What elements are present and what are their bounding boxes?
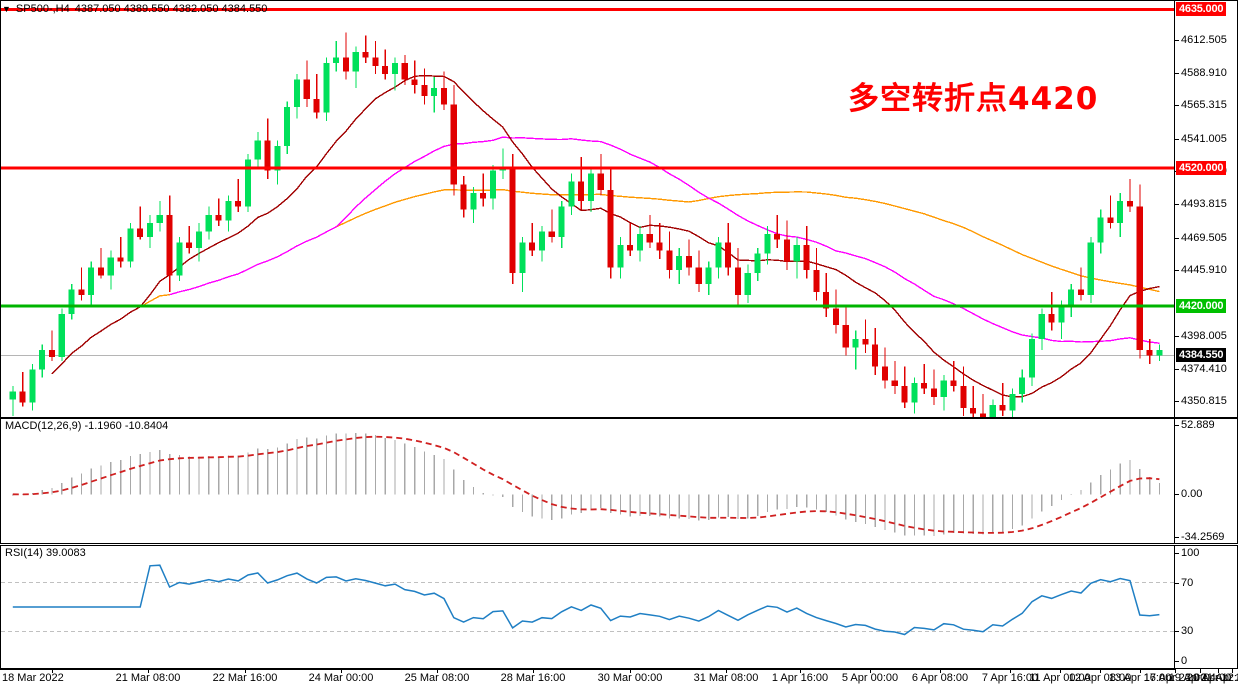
triangle-down-icon[interactable]: ▼ xyxy=(2,5,11,14)
time-tick-label: 31 Mar 08:00 xyxy=(694,672,759,684)
price-tick-label: 4469.505 xyxy=(1181,232,1227,244)
rsi-plot-area[interactable] xyxy=(1,546,1175,668)
macd-panel: MACD(12,26,9) -1.1960 -10.8404 52.889 0.0… xyxy=(0,418,1238,544)
macd-tickmark xyxy=(1175,494,1179,495)
price-tick-label: 4374.410 xyxy=(1181,363,1227,375)
price-tickmark xyxy=(1175,336,1179,337)
price-tickmark xyxy=(1175,204,1179,205)
rsi-tickmark xyxy=(1175,661,1179,662)
price-plot-area[interactable] xyxy=(1,1,1175,417)
price-tickmark xyxy=(1175,73,1179,74)
macd-tick-label: 52.889 xyxy=(1181,419,1215,431)
support-tag[interactable]: 4420.000 xyxy=(1176,299,1226,313)
rsi-tick-label: 0 xyxy=(1181,655,1187,667)
time-tick-label: 25 Mar 08:00 xyxy=(405,672,470,684)
macd-axis[interactable]: 52.889 0.00 -34.2569 xyxy=(1174,419,1237,543)
rsi-line xyxy=(13,565,1160,634)
time-axis-rule xyxy=(0,669,1176,670)
time-tick-label: 6 Apr 08:00 xyxy=(912,672,968,684)
price-axis[interactable]: 4612.5054588.9104565.3154541.0054517.410… xyxy=(1174,1,1237,417)
symbol-bar: ▼ SP500-,H4 4387.050 4389.550 4382.050 4… xyxy=(2,2,267,16)
price-tick-label: 4588.910 xyxy=(1181,67,1227,79)
symbol-label: SP500-,H4 xyxy=(16,3,70,15)
resistance-tag[interactable]: 4635.000 xyxy=(1176,2,1226,16)
last-price-tag[interactable]: 4384.550 xyxy=(1176,348,1226,362)
time-tick-label: 5 Apr 00:00 xyxy=(842,672,898,684)
time-tick-label: 30 Mar 00:00 xyxy=(598,672,663,684)
price-tickmark xyxy=(1175,369,1179,370)
rsi-caption: RSI(14) 39.0083 xyxy=(5,547,86,559)
rsi-panel: RSI(14) 39.0083 100 70 30 0 xyxy=(0,545,1238,669)
macd-tickmark xyxy=(1175,537,1179,538)
time-tick-label: 21 Mar 08:00 xyxy=(116,672,181,684)
price-tickmark xyxy=(1175,105,1179,106)
price-tick-label: 4350.815 xyxy=(1181,395,1227,407)
rsi-tick-label: 70 xyxy=(1181,577,1193,589)
rsi-tick-label: 100 xyxy=(1181,547,1199,559)
macd-tick-label: -34.2569 xyxy=(1181,531,1224,543)
macd-plot-area[interactable] xyxy=(1,419,1175,543)
time-tick-label: 18 Mar 2022 xyxy=(2,672,64,684)
rsi-tickmark xyxy=(1175,583,1179,584)
price-tickmark xyxy=(1175,40,1179,41)
rsi-tick-label: 30 xyxy=(1181,625,1193,637)
time-tick-label: 21 Apr 20:00 xyxy=(1201,672,1238,684)
macd-histogram xyxy=(12,433,1160,536)
macd-tick-label: 0.00 xyxy=(1181,488,1202,500)
price-tick-label: 4398.005 xyxy=(1181,330,1227,342)
price-tickmark xyxy=(1175,270,1179,271)
price-tickmark xyxy=(1175,238,1179,239)
price-tickmark xyxy=(1175,401,1179,402)
macd-signal-line xyxy=(13,437,1160,533)
macd-caption: MACD(12,26,9) -1.1960 -10.8404 xyxy=(5,420,168,432)
price-tick-label: 4541.005 xyxy=(1181,133,1227,145)
time-axis[interactable]: 18 Mar 2022 21 Mar 08:00 22 Mar 16:00 24 Ma… xyxy=(0,669,1238,692)
price-tick-label: 4445.910 xyxy=(1181,264,1227,276)
resistance-tag[interactable]: 4520.000 xyxy=(1176,161,1226,175)
price-panel: 4612.5054588.9104565.3154541.0054517.410… xyxy=(0,0,1238,418)
rsi-axis[interactable]: 100 70 30 0 xyxy=(1174,546,1237,668)
rsi-tickmark xyxy=(1175,553,1179,554)
rsi-tickmark xyxy=(1175,631,1179,632)
trading-chart-window: ▼ SP500-,H4 4387.050 4389.550 4382.050 4… xyxy=(0,0,1238,692)
chart-annotation: 多空转折点4420 xyxy=(848,73,1098,118)
macd-tickmark xyxy=(1175,425,1179,426)
time-tick-label: 1 Apr 16:00 xyxy=(772,672,828,684)
price-tick-label: 4493.815 xyxy=(1181,198,1227,210)
time-tick-label: 28 Mar 16:00 xyxy=(501,672,566,684)
price-tick-label: 4612.505 xyxy=(1181,34,1227,46)
time-tick-label: 22 Mar 16:00 xyxy=(213,672,278,684)
price-tickmark xyxy=(1175,139,1179,140)
price-tick-label: 4565.315 xyxy=(1181,99,1227,111)
ohlc-values: 4387.050 4389.550 4382.050 4384.550 xyxy=(75,3,268,15)
time-tick-label: 24 Mar 00:00 xyxy=(309,672,374,684)
